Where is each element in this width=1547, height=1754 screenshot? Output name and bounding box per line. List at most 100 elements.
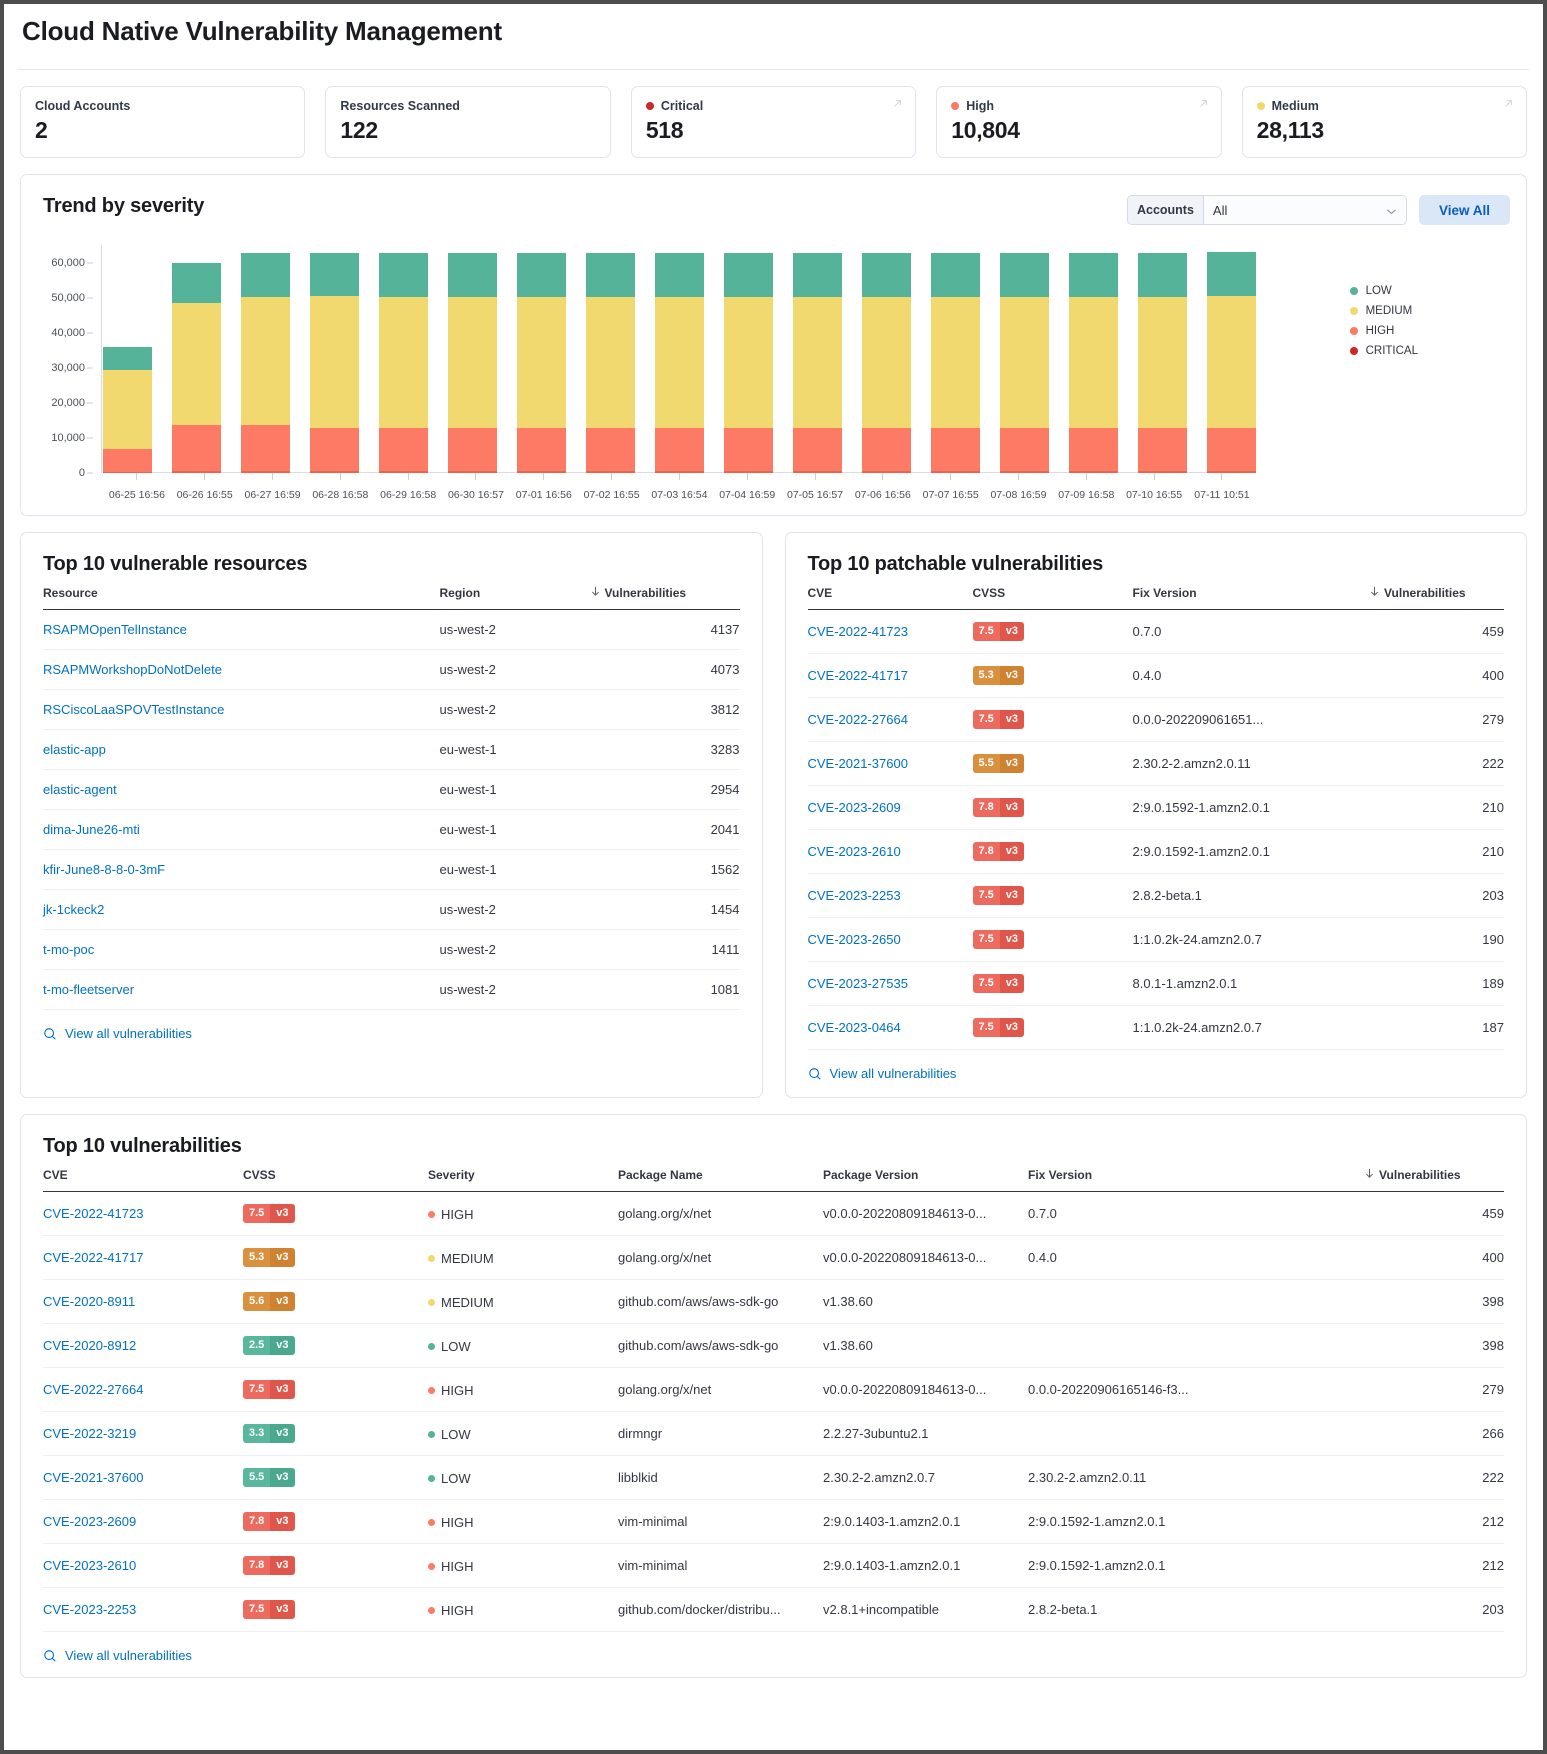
- table-row[interactable]: kfir-June8-8-8-0-3mF eu-west-1 1562: [43, 849, 740, 890]
- table-row[interactable]: CVE-2023-0464 7.5 v3 1:1.0.2k-24.amzn2.0.7 1…: [807, 1005, 1504, 1050]
- table-row[interactable]: CVE-2023-2253 7.5 v3 2.8.2-beta.1 203: [807, 873, 1504, 918]
- chart-bar[interactable]: [931, 245, 980, 473]
- table-row[interactable]: CVE-2022-27664 7.5 v3 HIGH golang.org/x/net v…: [43, 1367, 1504, 1412]
- chart-bar[interactable]: [379, 245, 428, 473]
- cve-link[interactable]: CVE-2022-27664: [807, 712, 908, 727]
- table-row[interactable]: t-mo-poc us-west-2 1411: [43, 929, 740, 970]
- table-row[interactable]: CVE-2020-8911 5.6 v3 MEDIUM github.com/aws/a…: [43, 1279, 1504, 1324]
- chart-bar[interactable]: [655, 245, 704, 473]
- popout-arrow-icon[interactable]: [1197, 97, 1210, 110]
- resource-link[interactable]: dima-June26-mti: [43, 822, 140, 837]
- column-header-region[interactable]: Region: [439, 580, 590, 610]
- resource-link[interactable]: elastic-agent: [43, 782, 117, 797]
- cve-cell[interactable]: CVE-2020-8912: [43, 1323, 243, 1368]
- resource-link[interactable]: t-mo-fleetserver: [43, 982, 135, 997]
- cve-cell[interactable]: CVE-2021-37600: [807, 741, 973, 786]
- cve-cell[interactable]: CVE-2023-2610: [43, 1543, 243, 1588]
- cve-link[interactable]: CVE-2023-27535: [807, 976, 908, 991]
- stat-card-medium[interactable]: Medium 28,113: [1241, 86, 1528, 158]
- column-header-fix-version[interactable]: Fix Version: [1132, 580, 1369, 610]
- cve-cell[interactable]: CVE-2023-2609: [807, 785, 973, 830]
- table-row[interactable]: CVE-2021-37600 5.5 v3 2.30.2-2.amzn2.0.11 22…: [807, 741, 1504, 786]
- table-row[interactable]: RSAPMWorkshopDoNotDelete us-west-2 4073: [43, 649, 740, 690]
- table-row[interactable]: RSCiscoLaaSPOVTestInstance us-west-2 3812: [43, 689, 740, 730]
- resource-link[interactable]: RSAPMWorkshopDoNotDelete: [43, 662, 222, 677]
- table-row[interactable]: CVE-2023-2609 7.8 v3 2:9.0.1592-1.amzn2.0.1…: [807, 785, 1504, 830]
- resource-link[interactable]: kfir-June8-8-8-0-3mF: [43, 862, 166, 877]
- column-header-cvss[interactable]: CVSS: [243, 1162, 428, 1192]
- cve-link[interactable]: CVE-2023-2253: [43, 1602, 137, 1617]
- chart-bar[interactable]: [586, 245, 635, 473]
- chart-bar[interactable]: [1000, 245, 1049, 473]
- chart-bar[interactable]: [724, 245, 773, 473]
- column-header-cve[interactable]: CVE: [807, 580, 973, 610]
- column-header-vulnerabilities[interactable]: Vulnerabilities: [1369, 580, 1504, 610]
- table-row[interactable]: RSAPMOpenTelInstance us-west-2 4137: [43, 609, 740, 650]
- resource-name-cell[interactable]: jk-1ckeck2: [43, 889, 440, 930]
- chart-bar[interactable]: [172, 245, 221, 473]
- popout-arrow-icon[interactable]: [1502, 97, 1515, 110]
- table-row[interactable]: CVE-2023-27535 7.5 v3 8.0.1-1.amzn2.0.1 189: [807, 961, 1504, 1006]
- resource-name-cell[interactable]: elastic-app: [43, 729, 440, 770]
- table-row[interactable]: CVE-2023-2253 7.5 v3 HIGH github.com/docker/…: [43, 1587, 1504, 1632]
- chart-bar[interactable]: [1138, 245, 1187, 473]
- cve-link[interactable]: CVE-2022-27664: [43, 1382, 144, 1397]
- cve-cell[interactable]: CVE-2020-8911: [43, 1279, 243, 1324]
- column-header-severity[interactable]: Severity: [428, 1162, 618, 1192]
- chart-bar[interactable]: [1207, 245, 1256, 473]
- chart-legend-item-medium[interactable]: MEDIUM: [1349, 301, 1418, 321]
- cve-link[interactable]: CVE-2023-0464: [807, 1020, 901, 1035]
- chart-bar[interactable]: [1069, 245, 1118, 473]
- view-all-button[interactable]: View All: [1418, 195, 1510, 225]
- cve-link[interactable]: CVE-2023-2610: [807, 844, 901, 859]
- chart-bar[interactable]: [310, 245, 359, 473]
- table-row[interactable]: CVE-2022-41723 7.5 v3 0.7.0 459: [807, 609, 1504, 654]
- cve-cell[interactable]: CVE-2022-41723: [43, 1191, 243, 1236]
- cve-link[interactable]: CVE-2022-41717: [807, 668, 908, 683]
- table-row[interactable]: CVE-2020-8912 2.5 v3 LOW github.com/aws/aws-…: [43, 1323, 1504, 1368]
- cve-link[interactable]: CVE-2022-41723: [807, 624, 908, 639]
- cve-link[interactable]: CVE-2022-41717: [43, 1250, 144, 1265]
- stat-card-critical[interactable]: Critical 518: [630, 86, 917, 158]
- table-row[interactable]: CVE-2022-41717 5.3 v3 0.4.0 400: [807, 653, 1504, 698]
- popout-arrow-icon[interactable]: [891, 97, 904, 110]
- cve-cell[interactable]: CVE-2023-2253: [43, 1587, 243, 1632]
- cve-link[interactable]: CVE-2023-2650: [807, 932, 901, 947]
- stat-card-high[interactable]: High 10,804: [936, 86, 1222, 158]
- table-row[interactable]: t-mo-fleetserver us-west-2 1081: [43, 969, 740, 1010]
- table-row[interactable]: CVE-2022-27664 7.5 v3 0.0.0-202209061651...…: [807, 697, 1504, 742]
- patchable-view-all-link[interactable]: View all vulnerabilities: [808, 1050, 1505, 1083]
- cve-link[interactable]: CVE-2020-8912: [43, 1338, 137, 1353]
- table-row[interactable]: CVE-2023-2650 7.5 v3 1:1.0.2k-24.amzn2.0.7 1…: [807, 917, 1504, 962]
- resource-link[interactable]: RSAPMOpenTelInstance: [43, 622, 187, 637]
- cve-link[interactable]: CVE-2022-3219: [43, 1426, 137, 1441]
- table-row[interactable]: CVE-2022-41723 7.5 v3 HIGH golang.org/x/net v…: [43, 1191, 1504, 1236]
- cve-cell[interactable]: CVE-2022-27664: [43, 1367, 243, 1412]
- chart-bar[interactable]: [517, 245, 566, 473]
- cve-cell[interactable]: CVE-2022-3219: [43, 1411, 243, 1456]
- vulnerabilities-view-all-link[interactable]: View all vulnerabilities: [43, 1632, 1504, 1665]
- resource-link[interactable]: t-mo-poc: [43, 942, 95, 957]
- cve-link[interactable]: CVE-2022-41723: [43, 1206, 144, 1221]
- resource-name-cell[interactable]: RSCiscoLaaSPOVTestInstance: [43, 689, 440, 730]
- table-row[interactable]: CVE-2022-3219 3.3 v3 LOW dirmngr 2.2.27-3ubun…: [43, 1411, 1504, 1456]
- column-header-vulnerabilities[interactable]: Vulnerabilities: [589, 580, 740, 610]
- cve-cell[interactable]: CVE-2023-27535: [807, 961, 973, 1006]
- resource-link[interactable]: jk-1ckeck2: [43, 902, 105, 917]
- column-header-package-name[interactable]: Package Name: [618, 1162, 823, 1192]
- column-header-resource[interactable]: Resource: [43, 580, 440, 610]
- chart-bar[interactable]: [448, 245, 497, 473]
- cve-cell[interactable]: CVE-2021-37600: [43, 1455, 243, 1500]
- table-row[interactable]: dima-June26-mti eu-west-1 2041: [43, 809, 740, 850]
- cve-cell[interactable]: CVE-2022-41717: [43, 1235, 243, 1280]
- cve-cell[interactable]: CVE-2023-2609: [43, 1499, 243, 1544]
- table-row[interactable]: CVE-2023-2609 7.8 v3 HIGH vim-minimal 2:9.0.1…: [43, 1499, 1504, 1544]
- cve-cell[interactable]: CVE-2023-2253: [807, 873, 973, 918]
- chart-legend-item-high[interactable]: HIGH: [1349, 321, 1418, 341]
- cve-link[interactable]: CVE-2023-2253: [807, 888, 901, 903]
- cve-cell[interactable]: CVE-2022-41717: [807, 653, 973, 698]
- table-row[interactable]: elastic-app eu-west-1 3283: [43, 729, 740, 770]
- table-row[interactable]: elastic-agent eu-west-1 2954: [43, 769, 740, 810]
- resource-name-cell[interactable]: t-mo-fleetserver: [43, 969, 440, 1010]
- chart-bar[interactable]: [862, 245, 911, 473]
